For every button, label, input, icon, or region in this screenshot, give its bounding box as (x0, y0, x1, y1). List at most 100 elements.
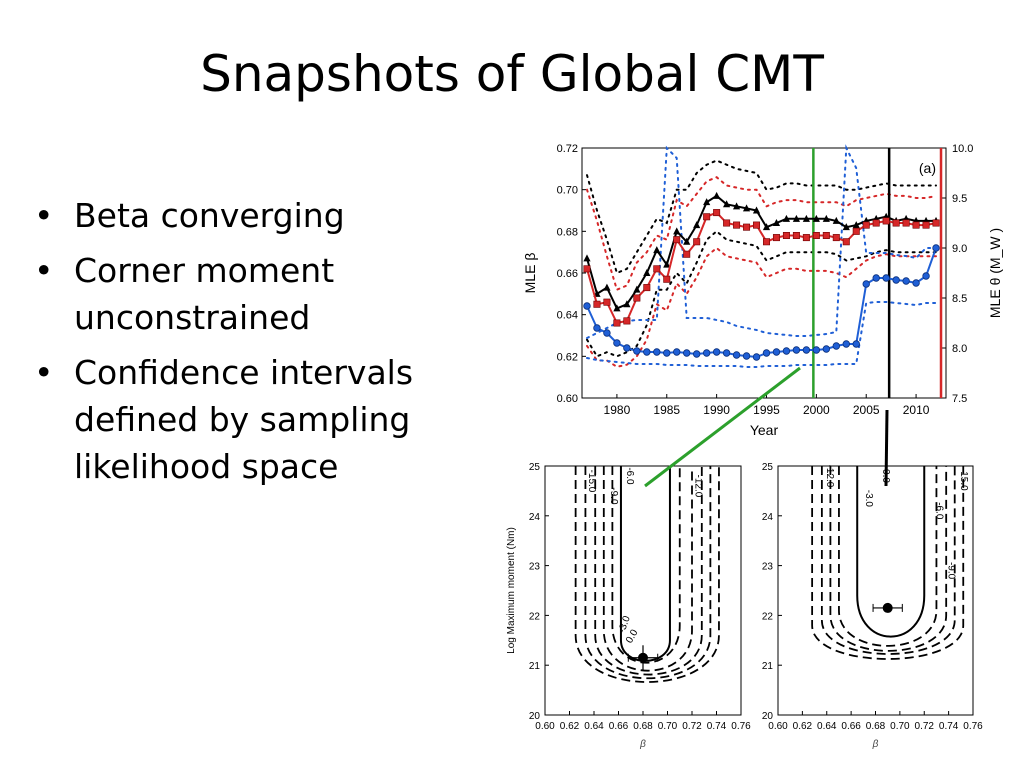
bullet-text: Corner moment unconstrained (74, 251, 335, 337)
bullet-dot-icon: • (34, 353, 54, 392)
y-tick-label: 23 (529, 562, 541, 573)
data-point-circle (932, 244, 940, 252)
data-point-square (922, 221, 930, 229)
data-point-circle (633, 347, 641, 355)
data-point-circle (902, 277, 910, 285)
data-point-square (772, 234, 780, 242)
data-point-square (812, 232, 820, 240)
contour-line (856, 466, 926, 638)
y-tick-label: 0.72 (557, 143, 578, 155)
data-point-square (693, 238, 701, 246)
data-point-circle (792, 346, 801, 354)
y-axis-right-label: MLE θ (M_W ) (987, 228, 1003, 318)
contour-line (611, 466, 681, 664)
plot-frame (544, 465, 742, 716)
data-point-square (583, 265, 591, 273)
data-point-triangle (703, 198, 711, 206)
contour-line (820, 466, 956, 655)
bullet-text: Confidence intervals defined by sampling… (74, 353, 414, 486)
bullet-list: • Beta converging • Corner moment unconstr… (34, 192, 474, 498)
data-point-circle (922, 272, 930, 280)
x-tick-label: 0.72 (915, 721, 935, 732)
data-point-circle (613, 339, 621, 347)
data-point-circle (732, 351, 741, 359)
connector-line-green (644, 366, 801, 488)
data-point-circle (663, 349, 671, 357)
data-point-square (593, 300, 601, 308)
x-tick-label: 0.70 (658, 721, 678, 732)
x-tick-label: 0.76 (963, 721, 983, 732)
y-axis-label: MLE β (522, 253, 538, 294)
x-tick-label: 1985 (653, 403, 680, 417)
data-point-triangle (653, 246, 661, 254)
data-point-circle (772, 348, 781, 356)
data-point-circle (692, 350, 701, 358)
y-tick-label: 20 (762, 711, 774, 722)
x-tick-label: 1980 (604, 403, 631, 417)
panel-label: (a) (919, 160, 936, 176)
data-point-square (643, 284, 651, 292)
data-point-square (912, 221, 920, 229)
data-point-circle (712, 348, 721, 356)
data-point-square (762, 238, 770, 246)
data-point-triangle (633, 285, 641, 293)
data-point-triangle (752, 206, 761, 214)
data-point-circle (623, 344, 631, 352)
x-tick-label: 0.72 (682, 721, 702, 732)
y-right-tick-label: 9.5 (952, 193, 967, 205)
y-right-tick-label: 8.5 (952, 293, 967, 305)
data-point-square (623, 317, 631, 325)
x-tick-label: 0.66 (841, 721, 861, 732)
y-tick-label: 25 (529, 462, 541, 473)
contour-line (584, 466, 712, 680)
data-point-square (782, 232, 790, 240)
data-point-triangle (762, 223, 771, 231)
data-point-circle (702, 349, 711, 357)
bullet-dot-icon: • (34, 251, 54, 290)
data-point-square (743, 223, 751, 231)
data-point-triangle (613, 304, 621, 312)
data-point-circle (583, 302, 591, 310)
contour-label: -3.0 (863, 490, 874, 508)
confidence-bound-line (586, 229, 937, 358)
x-tick-label: 2000 (803, 403, 830, 417)
bullet-item: • Beta converging (34, 192, 474, 239)
data-point-circle (752, 353, 761, 361)
data-point-triangle (812, 214, 820, 222)
data-point-square (683, 250, 691, 258)
data-point-triangle (822, 214, 830, 222)
y-tick-label: 20 (529, 711, 541, 722)
x-tick-label: 2010 (903, 403, 930, 417)
x-tick-label: 1995 (753, 403, 780, 417)
contour-chart-right: 20 21 22 23 24 25 0.60 0.62 0.64 0.66 0.68 0.70 0.72… (762, 462, 983, 750)
data-point-square (882, 217, 890, 225)
data-point-triangle (643, 269, 651, 276)
data-point-triangle (792, 214, 801, 222)
data-point-triangle (693, 221, 701, 229)
data-point-triangle (723, 200, 731, 208)
x-tick-label: 0.74 (939, 721, 959, 732)
data-point-triangle (782, 214, 791, 222)
x-tick-label: 0.60 (535, 721, 555, 732)
data-point-circle (593, 324, 601, 332)
contour-label: -6.0 (624, 467, 635, 485)
connector-line-black (884, 409, 889, 487)
confidence-bound-line (586, 301, 937, 368)
contour-label: -12.0 (824, 465, 835, 488)
confidence-bound-line (586, 144, 937, 339)
plot-frame (581, 147, 947, 399)
data-point-square (902, 219, 910, 227)
y-tick-label: 0.60 (557, 393, 578, 405)
data-point-circle (812, 346, 821, 354)
best-fit-point (638, 652, 648, 663)
x-axis-label: β (872, 739, 879, 750)
y-tick-label: 0.68 (557, 226, 578, 238)
x-tick-label: 0.74 (707, 721, 727, 732)
x-tick-label: 0.62 (793, 721, 813, 732)
data-point-circle (842, 340, 850, 348)
confidence-bound-line (586, 159, 937, 275)
data-point-square (862, 221, 870, 229)
contour-label: -12.0 (693, 475, 704, 498)
y-tick-label: 0.62 (557, 351, 578, 363)
